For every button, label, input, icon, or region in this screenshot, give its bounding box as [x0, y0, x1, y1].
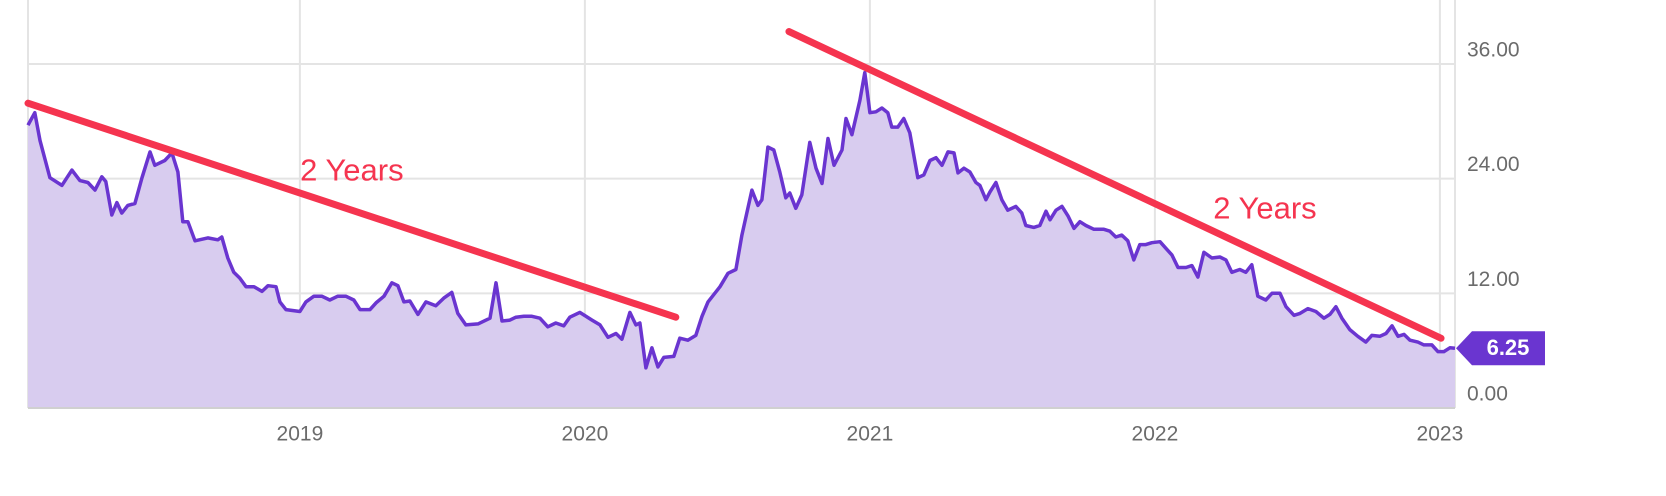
- last-value-tag: [1456, 331, 1545, 366]
- x-tick-label: 2019: [277, 423, 324, 446]
- x-tick-label: 2022: [1132, 423, 1179, 446]
- trend-line: [24, 99, 680, 321]
- y-tick-label: 24.00: [1467, 153, 1520, 176]
- y-tick-label: 0.00: [1467, 383, 1508, 406]
- annotation-label: 2 Years: [300, 152, 403, 187]
- y-tick-label: 36.00: [1467, 39, 1520, 62]
- x-tick-label: 2023: [1417, 423, 1464, 446]
- annotation-label: 2 Years: [1213, 191, 1316, 226]
- trend-line: [785, 28, 1445, 342]
- x-tick-label: 2020: [562, 423, 609, 446]
- x-tick-label: 2021: [847, 423, 894, 446]
- last-value-label: 6.25: [1487, 335, 1530, 360]
- y-tick-label: 12.00: [1467, 268, 1520, 291]
- price-line: [26, 70, 1456, 370]
